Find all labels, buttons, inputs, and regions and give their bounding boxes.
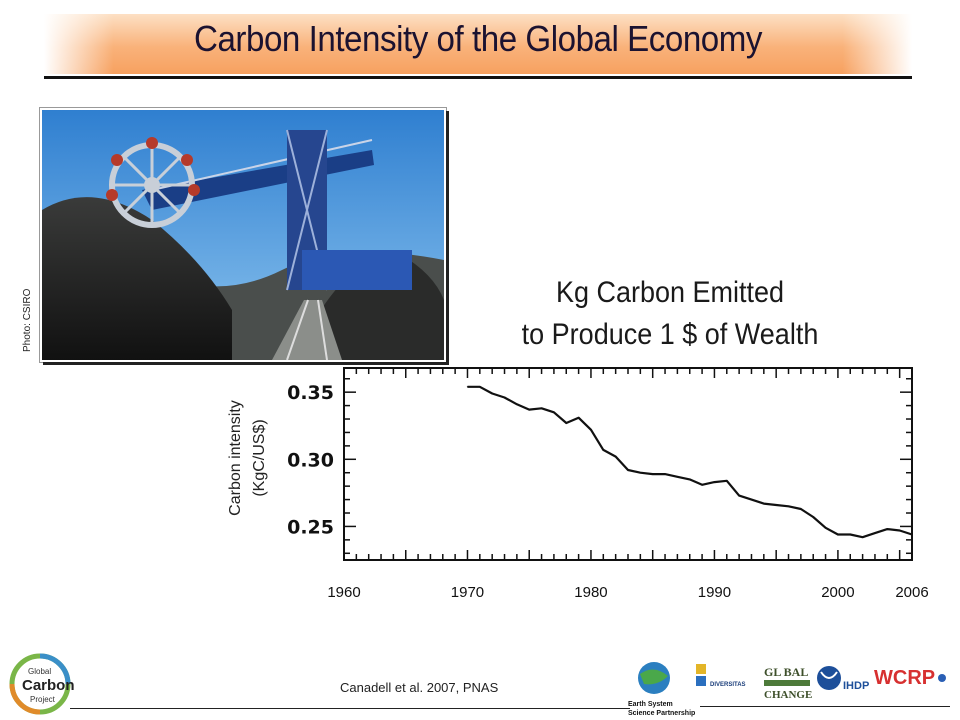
y-axis-label-line2: (KgC/US$) bbox=[251, 419, 268, 496]
y-tick-label: 0.35 bbox=[287, 382, 334, 404]
chart-series bbox=[466, 385, 913, 539]
data-point bbox=[886, 528, 888, 530]
data-point bbox=[800, 508, 802, 510]
data-point bbox=[713, 481, 716, 483]
diversitas-text: DIVERSITAS bbox=[710, 682, 746, 688]
data-point bbox=[738, 494, 740, 497]
x-tick-label: 1960 bbox=[327, 584, 360, 601]
data-point bbox=[553, 411, 555, 413]
data-point bbox=[775, 504, 777, 506]
essp-text-2: Science Partnership bbox=[628, 710, 695, 717]
essp-text-1: Earth System bbox=[628, 701, 673, 708]
title-underline bbox=[44, 76, 912, 79]
chart-axes: 0.25 0.30 0.35 1960 1970 1980 1990 2000 2006 bbox=[287, 367, 929, 601]
slide-title: Carbon Intensity of the Global Economy bbox=[194, 18, 762, 59]
global-change-text-2: CHANGE bbox=[764, 689, 812, 701]
y-axis-label: Carbon intensity (KgC/US$) bbox=[227, 400, 268, 516]
data-point bbox=[565, 422, 567, 424]
data-point bbox=[503, 396, 506, 399]
data-point bbox=[578, 417, 580, 419]
data-point bbox=[652, 473, 654, 475]
data-point bbox=[528, 409, 530, 411]
diversitas-logo: DIVERSITAS bbox=[696, 664, 746, 688]
coal-stacker-illustration bbox=[42, 110, 444, 360]
ihdp-logo: IHDP bbox=[817, 666, 869, 692]
data-point bbox=[627, 469, 629, 471]
title-band bbox=[44, 14, 912, 74]
footer-rule-right bbox=[700, 706, 950, 707]
data-point bbox=[763, 503, 765, 505]
data-point bbox=[911, 533, 913, 536]
data-point bbox=[639, 472, 641, 474]
data-point bbox=[516, 403, 518, 405]
data-point bbox=[689, 478, 691, 481]
wcrp-text: WCRP bbox=[874, 667, 935, 689]
global-change-logo: GL BAL CHANGE bbox=[764, 665, 812, 701]
y-tick-label: 0.25 bbox=[287, 516, 334, 538]
data-point bbox=[750, 498, 753, 501]
wcrp-logo: WCRP bbox=[874, 667, 946, 689]
data-point bbox=[837, 533, 839, 536]
y-tick-label: 0.30 bbox=[287, 449, 334, 471]
photo-credit: Photo: CSIRO bbox=[22, 288, 33, 352]
data-point bbox=[540, 407, 543, 409]
y-axis-label-line1: Carbon intensity bbox=[227, 400, 244, 516]
data-point bbox=[701, 484, 703, 486]
data-point bbox=[491, 392, 493, 395]
gcp-text-global: Global bbox=[28, 667, 51, 676]
gcp-text-carbon: Carbon bbox=[22, 677, 75, 694]
series-line bbox=[467, 385, 913, 539]
footer-rule bbox=[70, 708, 630, 709]
data-point bbox=[479, 386, 481, 388]
data-point bbox=[787, 505, 790, 507]
x-tick-label: 1980 bbox=[574, 584, 607, 601]
data-point bbox=[602, 449, 604, 451]
partner-logos: Earth System Science Partnership DIVERSI… bbox=[628, 662, 946, 717]
subtitle-line-1: Kg Carbon Emitted bbox=[555, 276, 785, 309]
data-point bbox=[849, 533, 851, 536]
chart-subtitle: Kg Carbon Emitted to Produce 1 $ of Weal… bbox=[490, 272, 850, 356]
data-point bbox=[874, 532, 876, 534]
data-point bbox=[466, 386, 469, 388]
data-point bbox=[664, 473, 666, 475]
gcp-text-project: Project bbox=[30, 695, 56, 704]
essp-logo: Earth System Science Partnership bbox=[628, 662, 695, 717]
carbon-intensity-chart: Carbon intensity (KgC/US$) 0.25 0.30 0.35 1… bbox=[227, 367, 929, 601]
x-tick-label: 1990 bbox=[698, 584, 731, 601]
x-tick-label: 1970 bbox=[451, 584, 484, 601]
ihdp-text: IHDP bbox=[843, 680, 869, 692]
subtitle-line-2: to Produce 1 $ of Wealth bbox=[521, 318, 819, 351]
data-point bbox=[676, 476, 678, 478]
global-carbon-project-logo: Global Carbon Project bbox=[9, 653, 75, 715]
data-point bbox=[899, 529, 901, 532]
citation: Canadell et al. 2007, PNAS bbox=[340, 680, 499, 695]
data-point bbox=[812, 516, 814, 518]
plot-frame bbox=[343, 367, 913, 561]
data-point bbox=[615, 456, 617, 458]
coal-stacker-photo bbox=[40, 108, 446, 362]
global-change-text-1: GL BAL bbox=[764, 665, 808, 679]
data-point bbox=[590, 429, 592, 431]
data-point bbox=[824, 527, 827, 529]
x-tick-label: 2000 bbox=[821, 584, 854, 601]
x-tick-label: 2006 bbox=[895, 584, 928, 601]
data-point bbox=[862, 536, 864, 538]
data-point bbox=[726, 480, 728, 482]
